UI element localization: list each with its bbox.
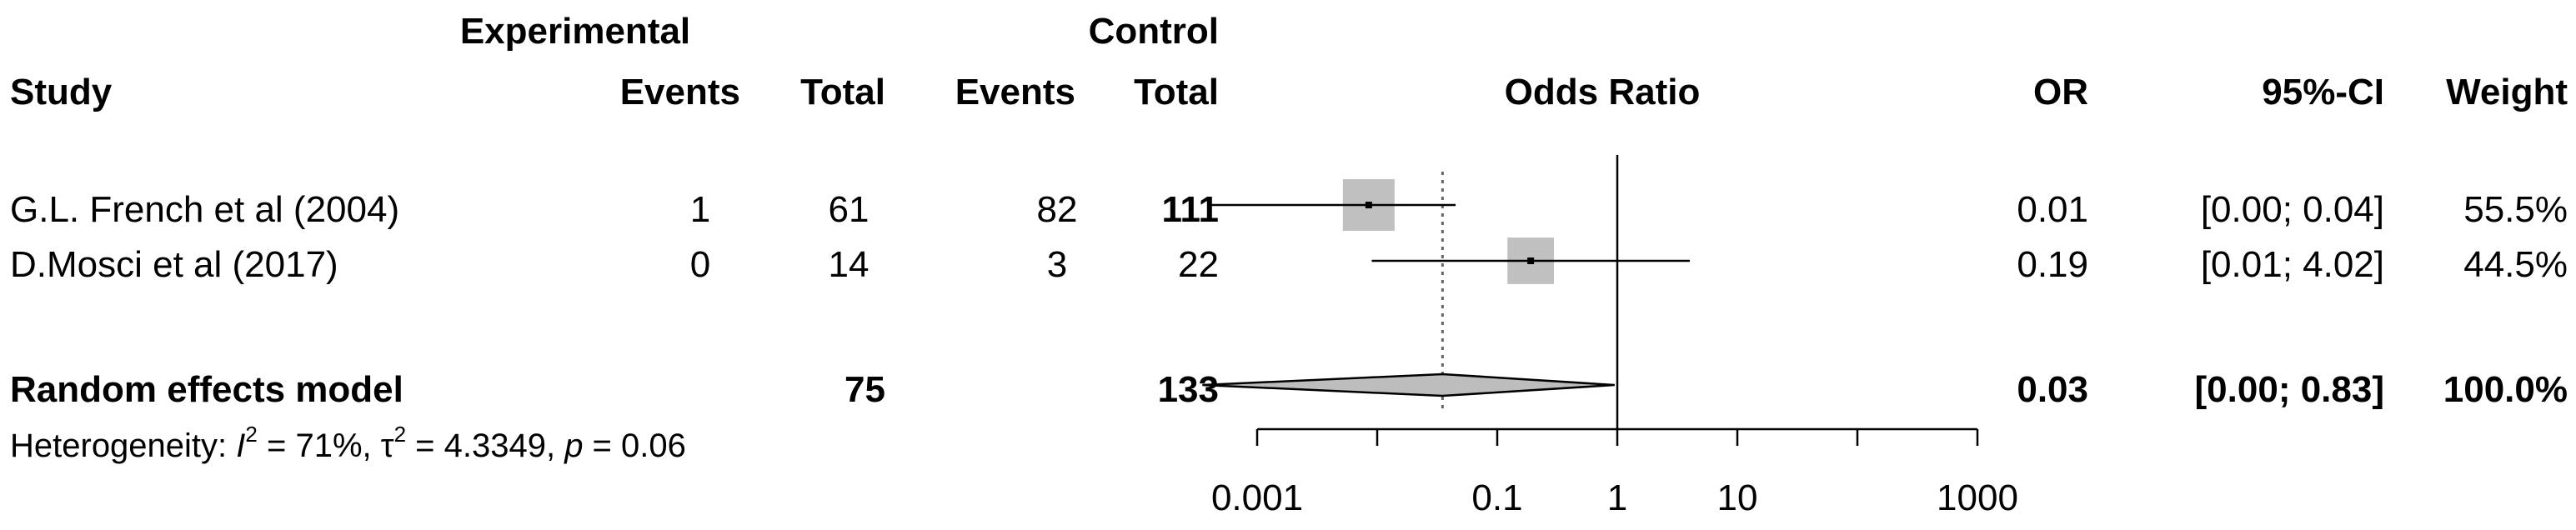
weight-header: Weight — [2446, 72, 2568, 112]
i2-value: = 71%, — [258, 428, 381, 464]
ctrl-events-header: Events — [955, 72, 1075, 112]
exp-total-header: Total — [800, 72, 885, 112]
i2-exponent: 2 — [245, 422, 257, 447]
or-header: OR — [2033, 72, 2088, 112]
exp-events-header: Events — [620, 72, 740, 112]
pooled-ctrl-total: 133 — [1158, 369, 1219, 410]
pooled-exp-total: 75 — [844, 369, 885, 410]
study-point — [1527, 258, 1535, 264]
study-row: G.L. French et al (2004) 1 61 82 111 0.0… — [10, 189, 2568, 230]
i2-symbol: I — [236, 428, 245, 464]
odds-ratio-header: Odds Ratio — [1505, 72, 1701, 112]
p-value: = 0.06 — [583, 428, 685, 464]
tau-symbol: τ — [381, 428, 394, 464]
pooled-ci-value: [0.00; 0.83] — [2195, 369, 2384, 410]
pooled-diamond — [1202, 372, 1615, 398]
pooled-or-value: 0.03 — [2017, 369, 2088, 410]
ci-header: 95%-CI — [2262, 72, 2384, 112]
x-tick-label: 10 — [1717, 478, 1758, 518]
ctrl-total-value: 22 — [1178, 244, 1219, 285]
x-tick-label: 1 — [1607, 478, 1627, 518]
pooled-row: Random effects model 75 133 0.03 [0.00; … — [10, 369, 2568, 410]
exp-total-value: 14 — [829, 244, 870, 285]
exp-events-value: 1 — [690, 189, 710, 230]
weight-value: 44.5% — [2463, 244, 2568, 285]
tau-value: = 4.3349, — [406, 428, 564, 464]
study-name: G.L. French et al (2004) — [10, 189, 399, 230]
weight-value: 55.5% — [2463, 189, 2568, 230]
ctrl-total-header: Total — [1134, 72, 1219, 112]
x-tick-label: 0.001 — [1211, 478, 1303, 518]
ci-value: [0.01; 4.02] — [2201, 244, 2384, 285]
exp-total-value: 61 — [829, 189, 870, 230]
ctrl-events-value: 3 — [1047, 244, 1067, 285]
study-point — [1365, 202, 1372, 208]
experimental-header: Experimental — [460, 11, 690, 52]
ctrl-total-value: 111 — [1161, 189, 1219, 230]
tau-exponent: 2 — [394, 422, 406, 447]
p-symbol: p — [564, 428, 583, 464]
heterogeneity-text: Heterogeneity: I2 = 71%, τ2 = 4.3349, p … — [10, 422, 686, 464]
study-name: D.Mosci et al (2017) — [10, 244, 338, 285]
pooled-name: Random effects model — [10, 369, 403, 410]
x-tick-label: 0.1 — [1471, 478, 1522, 518]
x-tick-label: 1000 — [1937, 478, 2018, 518]
or-value: 0.19 — [2017, 244, 2088, 285]
control-header: Control — [1089, 11, 1219, 52]
exp-events-value: 0 — [690, 244, 710, 285]
study-header: Study — [10, 72, 113, 112]
pooled-weight-value: 100.0% — [2443, 369, 2568, 410]
plot-area: 0.001 0.1 1 10 1000 — [1202, 155, 2018, 518]
study-row: D.Mosci et al (2017) 0 14 3 22 0.19 [0.0… — [10, 244, 2568, 285]
ctrl-events-value: 82 — [1037, 189, 1078, 230]
heterogeneity-prefix: Heterogeneity: — [10, 428, 236, 464]
ci-value: [0.00; 0.04] — [2201, 189, 2384, 230]
or-value: 0.01 — [2017, 189, 2088, 230]
